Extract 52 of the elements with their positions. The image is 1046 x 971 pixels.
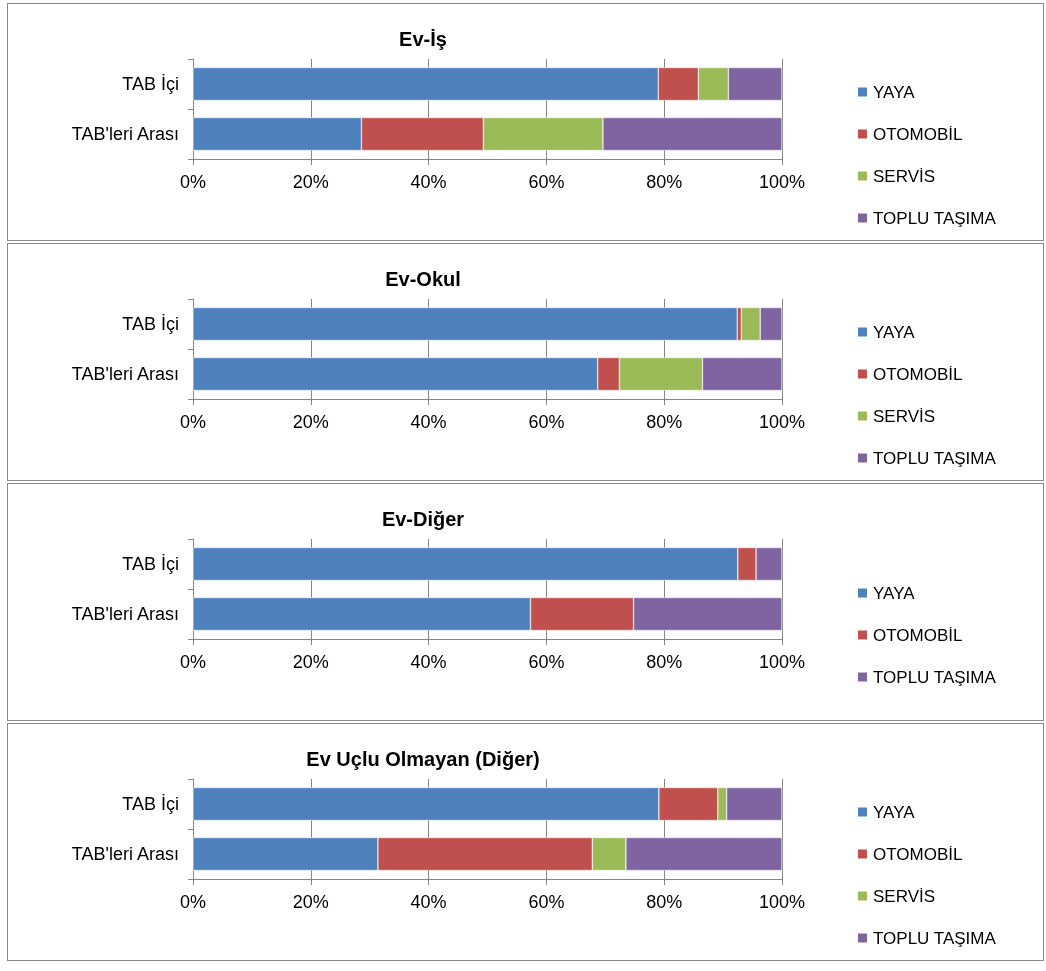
x-tick-label: 80% <box>646 652 683 672</box>
chart-title: Ev-Diğer <box>381 508 465 530</box>
legend-label: TOPLU TAŞIMA <box>873 448 997 468</box>
x-tick-label: 0% <box>179 652 207 672</box>
legend-label: TOPLU TAŞIMA <box>873 667 997 687</box>
x-tick-label: 40% <box>410 172 447 192</box>
chart-title: Ev-Okul <box>385 268 461 290</box>
legend-label: OTOMOBİL <box>873 625 963 645</box>
legend-label: YAYA <box>873 583 916 603</box>
y-tick-label: TAB İçi <box>122 314 179 334</box>
x-tick-label: 0% <box>179 412 207 432</box>
x-tick-label: 100% <box>758 652 806 672</box>
legend-label: TOPLU TAŞIMA <box>873 928 997 948</box>
x-tick-label: 60% <box>528 172 565 192</box>
x-tick-label: 60% <box>528 892 565 912</box>
y-tick-label: TAB'leri Arası <box>71 604 179 624</box>
chart-title: Ev Uçlu Olmayan (Diğer) <box>306 748 540 770</box>
legend-label: OTOMOBİL <box>873 124 963 144</box>
legend-label: TOPLU TAŞIMA <box>873 208 997 228</box>
x-tick-label: 20% <box>292 892 329 912</box>
y-tick-label: TAB İçi <box>122 554 179 574</box>
x-tick-label: 20% <box>292 412 329 432</box>
x-tick-label: 0% <box>179 892 207 912</box>
x-tick-label: 100% <box>758 892 806 912</box>
legend-label: OTOMOBİL <box>873 364 963 384</box>
x-tick-label: 20% <box>292 172 329 192</box>
x-tick-label: 60% <box>528 412 565 432</box>
x-tick-label: 60% <box>528 652 565 672</box>
x-tick-label: 20% <box>292 652 329 672</box>
x-tick-label: 40% <box>410 652 447 672</box>
legend-label: YAYA <box>873 802 916 822</box>
x-tick-label: 0% <box>179 172 207 192</box>
x-tick-label: 80% <box>646 892 683 912</box>
legend-label: YAYA <box>873 82 916 102</box>
bar <box>193 307 738 341</box>
x-tick-label: 80% <box>646 412 683 432</box>
legend-label: SERVİS <box>873 886 936 906</box>
x-tick-label: 100% <box>758 172 806 192</box>
y-tick-label: TAB'leri Arası <box>71 124 179 144</box>
x-tick-label: 40% <box>410 892 447 912</box>
chart-title: Ev-İş <box>399 28 447 50</box>
x-tick-label: 100% <box>758 412 806 432</box>
legend-label: SERVİS <box>873 406 936 426</box>
y-tick-label: TAB'leri Arası <box>71 844 179 864</box>
y-tick-label: TAB'leri Arası <box>71 364 179 384</box>
y-tick-label: TAB İçi <box>122 74 179 94</box>
legend-label: OTOMOBİL <box>873 844 963 864</box>
x-tick-label: 40% <box>410 412 447 432</box>
legend-label: SERVİS <box>873 166 936 186</box>
x-tick-label: 80% <box>646 172 683 192</box>
y-tick-label: TAB İçi <box>122 794 179 814</box>
legend-label: YAYA <box>873 322 916 342</box>
